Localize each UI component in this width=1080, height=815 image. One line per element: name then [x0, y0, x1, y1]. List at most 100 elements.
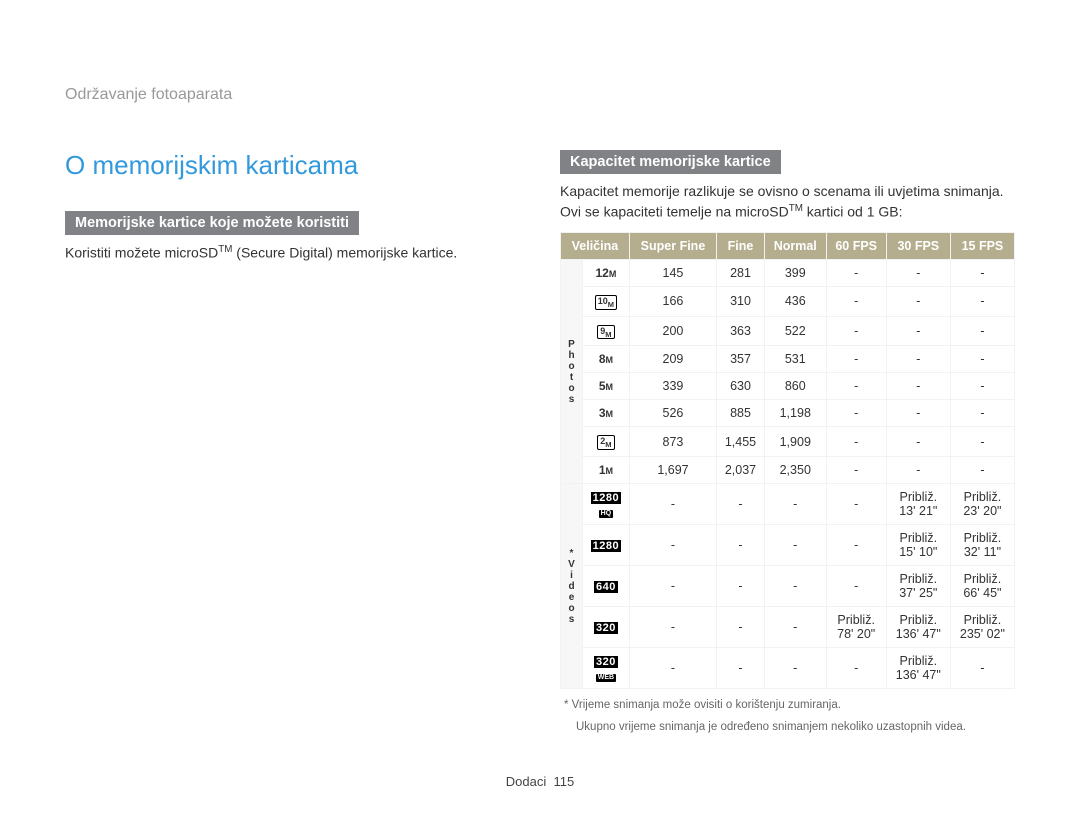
right-body-line1: Kapacitet memorije razlikuje se ovisno o…	[560, 183, 1004, 219]
footnote-2: Ukupno vrijeme snimanja je određeno snim…	[560, 721, 1015, 733]
table-cell: 339	[629, 373, 716, 400]
table-cell: -	[826, 484, 886, 525]
table-cell: 436	[764, 286, 826, 316]
table-cell: 9M	[583, 316, 630, 346]
table-row: Photos12M145281399---	[561, 259, 1015, 286]
table-cell: Približ.235' 02"	[950, 607, 1014, 648]
right-body-line2: kartici od 1 GB:	[803, 203, 903, 219]
page-footer: Dodaci 115	[0, 774, 1080, 789]
table-cell: Približ.23' 20"	[950, 484, 1014, 525]
table-cell: 200	[629, 316, 716, 346]
table-cell: 1280HQ	[583, 484, 630, 525]
table-cell: -	[717, 484, 765, 525]
table-cell: -	[764, 525, 826, 566]
table-cell: -	[629, 648, 716, 689]
table-row: 8M209357531---	[561, 346, 1015, 373]
table-cell: -	[950, 286, 1014, 316]
page-title: O memorijskim karticama	[65, 150, 520, 181]
table-cell: -	[826, 648, 886, 689]
table-cell: Približ.13' 21"	[886, 484, 950, 525]
table-row: 320WEB----Približ.136' 47"-	[561, 648, 1015, 689]
footnote-1: * Vrijeme snimanja može ovisiti o korišt…	[560, 699, 1015, 711]
table-cell: 399	[764, 259, 826, 286]
table-cell: 320WEB	[583, 648, 630, 689]
table-cell: 166	[629, 286, 716, 316]
footer-page: 115	[553, 774, 574, 789]
capacity-table: Veličina Super Fine Fine Normal 60 FPS 3…	[560, 232, 1015, 689]
table-cell: -	[826, 427, 886, 457]
table-cell: 363	[717, 316, 765, 346]
table-cell: 873	[629, 427, 716, 457]
table-cell: -	[950, 457, 1014, 484]
table-row: 10M166310436---	[561, 286, 1015, 316]
th-superfine: Super Fine	[629, 232, 716, 259]
left-section-heading: Memorijske kartice koje možete koristiti	[65, 211, 359, 235]
table-cell: -	[950, 373, 1014, 400]
table-cell: -	[826, 316, 886, 346]
table-cell: -	[764, 648, 826, 689]
breadcrumb: Održavanje fotoaparata	[65, 86, 1015, 104]
th-15fps: 15 FPS	[950, 232, 1014, 259]
table-cell: 12M	[583, 259, 630, 286]
table-cell: -	[886, 259, 950, 286]
table-cell: -	[886, 457, 950, 484]
table-cell: 522	[764, 316, 826, 346]
table-cell: 1,909	[764, 427, 826, 457]
table-cell: -	[826, 259, 886, 286]
table-cell: 209	[629, 346, 716, 373]
table-cell: -	[717, 525, 765, 566]
table-cell: 2,350	[764, 457, 826, 484]
th-30fps: 30 FPS	[886, 232, 950, 259]
table-cell: 2M	[583, 427, 630, 457]
table-row: 640----Približ.37' 25"Približ.66' 45"	[561, 566, 1015, 607]
table-cell: -	[629, 525, 716, 566]
table-row: 5M339630860---	[561, 373, 1015, 400]
table-row: 3M5268851,198---	[561, 400, 1015, 427]
table-row: 1M1,6972,0372,350---	[561, 457, 1015, 484]
videos-row-header: *Videos	[561, 484, 583, 689]
footer-section: Dodaci	[506, 774, 546, 789]
table-cell: 320	[583, 607, 630, 648]
table-cell: 5M	[583, 373, 630, 400]
table-cell: -	[886, 400, 950, 427]
table-row: 320---Približ.78' 20"Približ.136' 47"Pri…	[561, 607, 1015, 648]
table-cell: -	[826, 373, 886, 400]
table-cell: 2,037	[717, 457, 765, 484]
left-column: O memorijskim karticama Memorijske karti…	[65, 150, 520, 733]
right-body-text: Kapacitet memorije razlikuje se ovisno o…	[560, 182, 1015, 222]
table-row: *Videos1280HQ----Približ.13' 21"Približ.…	[561, 484, 1015, 525]
table-cell: -	[764, 566, 826, 607]
table-cell: 8M	[583, 346, 630, 373]
table-cell: -	[717, 607, 765, 648]
table-cell: 10M	[583, 286, 630, 316]
table-cell: Približ.136' 47"	[886, 607, 950, 648]
left-body-text: Koristiti možete microSDTM (Secure Digit…	[65, 243, 520, 263]
table-cell: -	[764, 484, 826, 525]
left-body-prefix: Koristiti možete microSD	[65, 245, 218, 261]
table-cell: -	[950, 346, 1014, 373]
table-cell: -	[826, 346, 886, 373]
th-normal: Normal	[764, 232, 826, 259]
table-cell: Približ.37' 25"	[886, 566, 950, 607]
tm-sup-2: TM	[789, 203, 803, 214]
table-cell: 1,697	[629, 457, 716, 484]
table-cell: 281	[717, 259, 765, 286]
table-cell: 3M	[583, 400, 630, 427]
table-cell: -	[629, 566, 716, 607]
table-cell: 860	[764, 373, 826, 400]
table-cell: 310	[717, 286, 765, 316]
th-60fps: 60 FPS	[826, 232, 886, 259]
table-cell: -	[826, 566, 886, 607]
table-header-row: Veličina Super Fine Fine Normal 60 FPS 3…	[561, 232, 1015, 259]
table-cell: 885	[717, 400, 765, 427]
table-cell: -	[826, 525, 886, 566]
table-cell: -	[717, 648, 765, 689]
table-cell: -	[886, 316, 950, 346]
table-cell: -	[717, 566, 765, 607]
table-cell: 1,455	[717, 427, 765, 457]
table-cell: 145	[629, 259, 716, 286]
table-cell: 630	[717, 373, 765, 400]
table-cell: -	[886, 427, 950, 457]
table-cell: 1,198	[764, 400, 826, 427]
table-cell: 526	[629, 400, 716, 427]
